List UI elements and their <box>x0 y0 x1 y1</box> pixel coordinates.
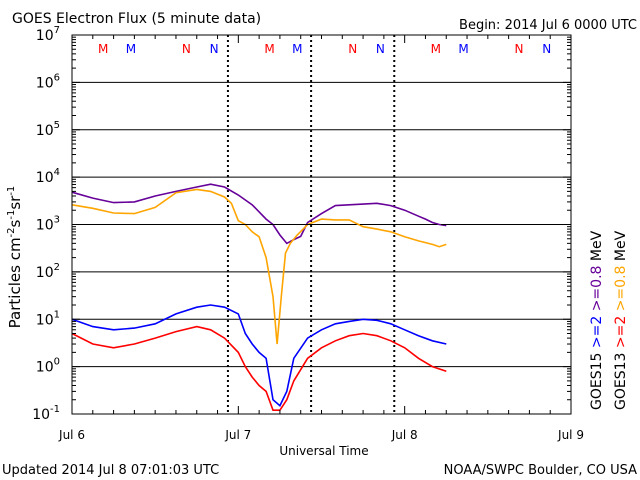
y-tick-exp: 5 <box>54 120 60 131</box>
marker-label: M <box>292 42 302 56</box>
footer-credit: NOAA/SWPC Boulder, CO USA <box>444 463 637 478</box>
y-tick-label: 100 <box>36 357 60 376</box>
y-tick-exp: 6 <box>54 72 60 83</box>
y-label-sup1: -2 <box>6 227 17 237</box>
marker-label: N <box>515 42 524 56</box>
y-label-main: Particles cm <box>6 237 24 328</box>
legend-column: GOES13 >=2 >=0.8 MeV <box>613 230 629 410</box>
y-label-sup2: -1 <box>6 210 17 220</box>
legend-entry: >=2 <box>589 311 605 348</box>
y-tick-exp: -1 <box>50 404 60 415</box>
marker-label: M <box>126 42 136 56</box>
series-line <box>71 188 447 345</box>
series-line <box>71 325 447 412</box>
marker-label: M <box>458 42 468 56</box>
y-label-mid2: sr <box>6 195 24 210</box>
marker-label: M <box>431 42 441 56</box>
y-tick-exp: 3 <box>54 215 60 226</box>
series-line <box>71 183 447 245</box>
x-axis-label: Universal Time <box>279 444 368 458</box>
y-tick-exp: 7 <box>54 25 60 36</box>
y-tick-label: 101 <box>36 309 60 328</box>
marker-label: N <box>376 42 385 56</box>
y-tick-exp: 2 <box>54 262 60 273</box>
legend-entry: >=0.8 <box>589 261 605 311</box>
y-tick-base: 10 <box>36 28 54 44</box>
chart-title: GOES Electron Flux (5 minute data) <box>12 11 261 27</box>
x-tick-label: Jul 6 <box>58 428 85 442</box>
y-tick-label: 102 <box>36 262 60 281</box>
y-tick-base: 10 <box>36 75 54 91</box>
series-line <box>71 304 447 407</box>
y-tick-base: 10 <box>36 265 54 281</box>
y-tick-label: 105 <box>36 120 60 139</box>
legend-prefix: GOES15 <box>589 348 605 410</box>
legend-unit: MeV <box>613 230 629 261</box>
y-tick-base: 10 <box>36 312 54 328</box>
y-tick-label: 107 <box>36 25 60 44</box>
legend-prefix: GOES13 <box>613 348 629 410</box>
y-tick-base: 10 <box>36 123 54 139</box>
y-tick-exp: 0 <box>54 357 60 368</box>
y-tick-base: 10 <box>36 170 54 186</box>
y-tick-exp: 4 <box>54 167 60 178</box>
legend-entry: >=0.8 <box>613 261 629 311</box>
marker-label: N <box>348 42 357 56</box>
footer-updated: Updated 2014 Jul 8 07:01:03 UTC <box>2 463 219 478</box>
y-tick-label: 106 <box>36 72 60 91</box>
begin-label: Begin: 2014 Jul 6 0000 UTC <box>459 18 637 33</box>
y-tick-base: 10 <box>36 360 54 376</box>
y-tick-exp: 1 <box>54 309 60 320</box>
legend-column: GOES15 >=2 >=0.8 MeV <box>589 230 605 410</box>
y-tick-label: 10-1 <box>32 404 60 423</box>
x-tick-label: Jul 8 <box>391 428 418 442</box>
x-tick-label: Jul 7 <box>224 428 251 442</box>
x-ticks: Jul 6 Jul 7 Jul 8 Jul 9 <box>58 35 584 442</box>
y-label-sup3: -1 <box>6 186 17 196</box>
marker-label: N <box>182 42 191 56</box>
y-tick-base: 10 <box>32 407 50 423</box>
legend-entry: >=2 <box>613 311 629 348</box>
x-tick-label: Jul 9 <box>557 428 584 442</box>
y-tick-label: 104 <box>36 167 60 186</box>
y-tick-base: 10 <box>36 218 54 234</box>
marker-label: M <box>98 42 108 56</box>
legend-unit: MeV <box>589 230 605 261</box>
marker-label: N <box>210 42 219 56</box>
y-axis-label: Particles cm-2s-1sr-1 <box>6 186 24 329</box>
dotted-time-markers <box>226 35 396 414</box>
y-label-mid1: s <box>6 219 24 227</box>
series-group <box>71 183 447 412</box>
marker-label: N <box>542 42 551 56</box>
marker-label: M <box>264 42 274 56</box>
y-tick-label: 103 <box>36 215 60 234</box>
